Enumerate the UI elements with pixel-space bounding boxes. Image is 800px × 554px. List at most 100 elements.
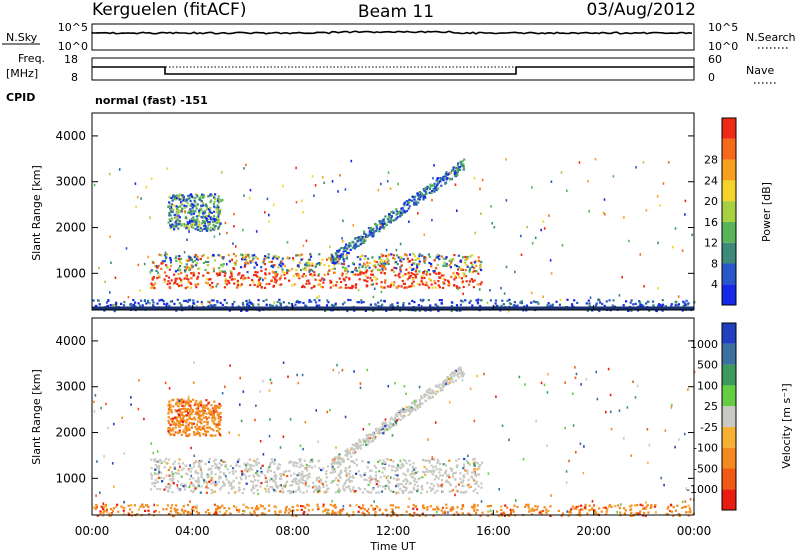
power-speckle xyxy=(213,235,216,238)
velocity-cell xyxy=(545,508,548,511)
power-cell xyxy=(186,202,189,205)
power-speckle xyxy=(262,278,264,282)
velocity-cell xyxy=(279,473,282,476)
velocity-cell xyxy=(376,460,380,463)
power-cell xyxy=(463,158,466,161)
velocity-cell xyxy=(395,478,398,481)
velocity-cell xyxy=(453,375,456,378)
power-cell xyxy=(421,274,424,278)
velocity-cell xyxy=(388,424,391,427)
power-speckle xyxy=(114,276,117,279)
velocity-cell xyxy=(687,504,690,507)
velocity-cell xyxy=(130,514,133,517)
power-cell xyxy=(397,212,400,215)
power-cell xyxy=(198,209,201,212)
power-cell xyxy=(163,278,166,281)
power-cell xyxy=(397,274,400,277)
power-cell xyxy=(494,302,497,305)
velocity-cell xyxy=(199,404,202,407)
velocity-cell xyxy=(344,469,348,472)
power-cell xyxy=(272,276,275,279)
power-cell xyxy=(256,257,259,260)
power-cell xyxy=(202,261,205,264)
power-cell xyxy=(378,256,381,259)
velocity-cell xyxy=(473,471,476,475)
velocity-cell xyxy=(397,478,400,481)
power-cell xyxy=(169,204,172,207)
power-cell xyxy=(370,283,373,286)
power-cell xyxy=(431,190,434,193)
power-cell xyxy=(349,248,352,251)
velocity-cell xyxy=(218,427,221,430)
velocity-cell xyxy=(384,428,387,431)
velocity-cell xyxy=(273,475,276,478)
velocity-cell xyxy=(248,474,251,478)
power-speckle xyxy=(320,261,323,265)
power-cell xyxy=(280,265,283,268)
power-cell xyxy=(188,209,191,212)
velocity-speckle xyxy=(681,500,684,504)
velocity-cell xyxy=(194,418,197,421)
velocity-cell xyxy=(422,505,425,508)
power-cell xyxy=(466,255,469,259)
power-cell xyxy=(395,267,398,270)
velocity-cell xyxy=(427,459,430,462)
power-cell xyxy=(206,219,209,222)
velocity-cell xyxy=(358,438,361,441)
velocity-cell xyxy=(450,377,453,380)
power-ytick-label: 3000 xyxy=(55,175,86,189)
power-cell xyxy=(459,160,462,163)
velocity-cell xyxy=(472,506,475,510)
velocity-cell xyxy=(206,423,209,426)
velocity-cell xyxy=(249,511,252,514)
velocity-cell xyxy=(155,473,158,476)
power-speckle xyxy=(296,273,298,277)
velocity-cell xyxy=(204,416,207,419)
velocity-cell xyxy=(446,383,450,386)
velocity-cell xyxy=(173,467,177,470)
velocity-cell xyxy=(635,512,638,515)
velocity-cell xyxy=(186,510,189,513)
velocity-cell xyxy=(451,378,454,381)
velocity-cell xyxy=(261,512,264,515)
velocity-cell xyxy=(199,434,202,437)
power-speckle xyxy=(218,232,221,236)
power-ylabel: Slant Range [km] xyxy=(30,165,43,261)
velocity-cell xyxy=(185,426,188,429)
power-cell xyxy=(257,299,260,302)
power-cell xyxy=(225,283,228,286)
power-cell xyxy=(279,301,282,304)
power-cell xyxy=(519,301,522,304)
power-cell xyxy=(470,278,473,281)
velocity-cell xyxy=(227,491,230,495)
power-cell xyxy=(318,279,321,282)
velocity-cell xyxy=(221,480,224,483)
power-cell xyxy=(283,264,286,268)
velocity-cell xyxy=(472,458,475,461)
velocity-cell xyxy=(472,461,475,464)
power-cell xyxy=(446,176,449,180)
power-speckle xyxy=(218,220,220,223)
velocity-cell xyxy=(230,481,233,484)
power-cell xyxy=(288,269,291,272)
velocity-cell xyxy=(473,463,476,466)
power-cell xyxy=(192,271,195,274)
power-speckle xyxy=(662,182,665,185)
power-cell xyxy=(194,283,197,286)
velocity-cell xyxy=(190,467,193,470)
velocity-cell xyxy=(624,509,627,512)
power-speckle xyxy=(342,219,344,223)
velocity-cell xyxy=(210,428,213,431)
power-cell xyxy=(436,184,439,187)
power-cell xyxy=(372,233,375,236)
velocity-cell xyxy=(95,503,98,507)
power-cell xyxy=(400,285,403,288)
velocity-cell xyxy=(235,476,238,479)
velocity-cell xyxy=(253,476,256,479)
power-speckle xyxy=(188,219,191,222)
power-cell xyxy=(262,259,265,263)
velocity-cell xyxy=(169,404,172,407)
velocity-cell xyxy=(303,510,306,514)
power-cell xyxy=(296,254,299,257)
power-cell xyxy=(443,261,446,264)
